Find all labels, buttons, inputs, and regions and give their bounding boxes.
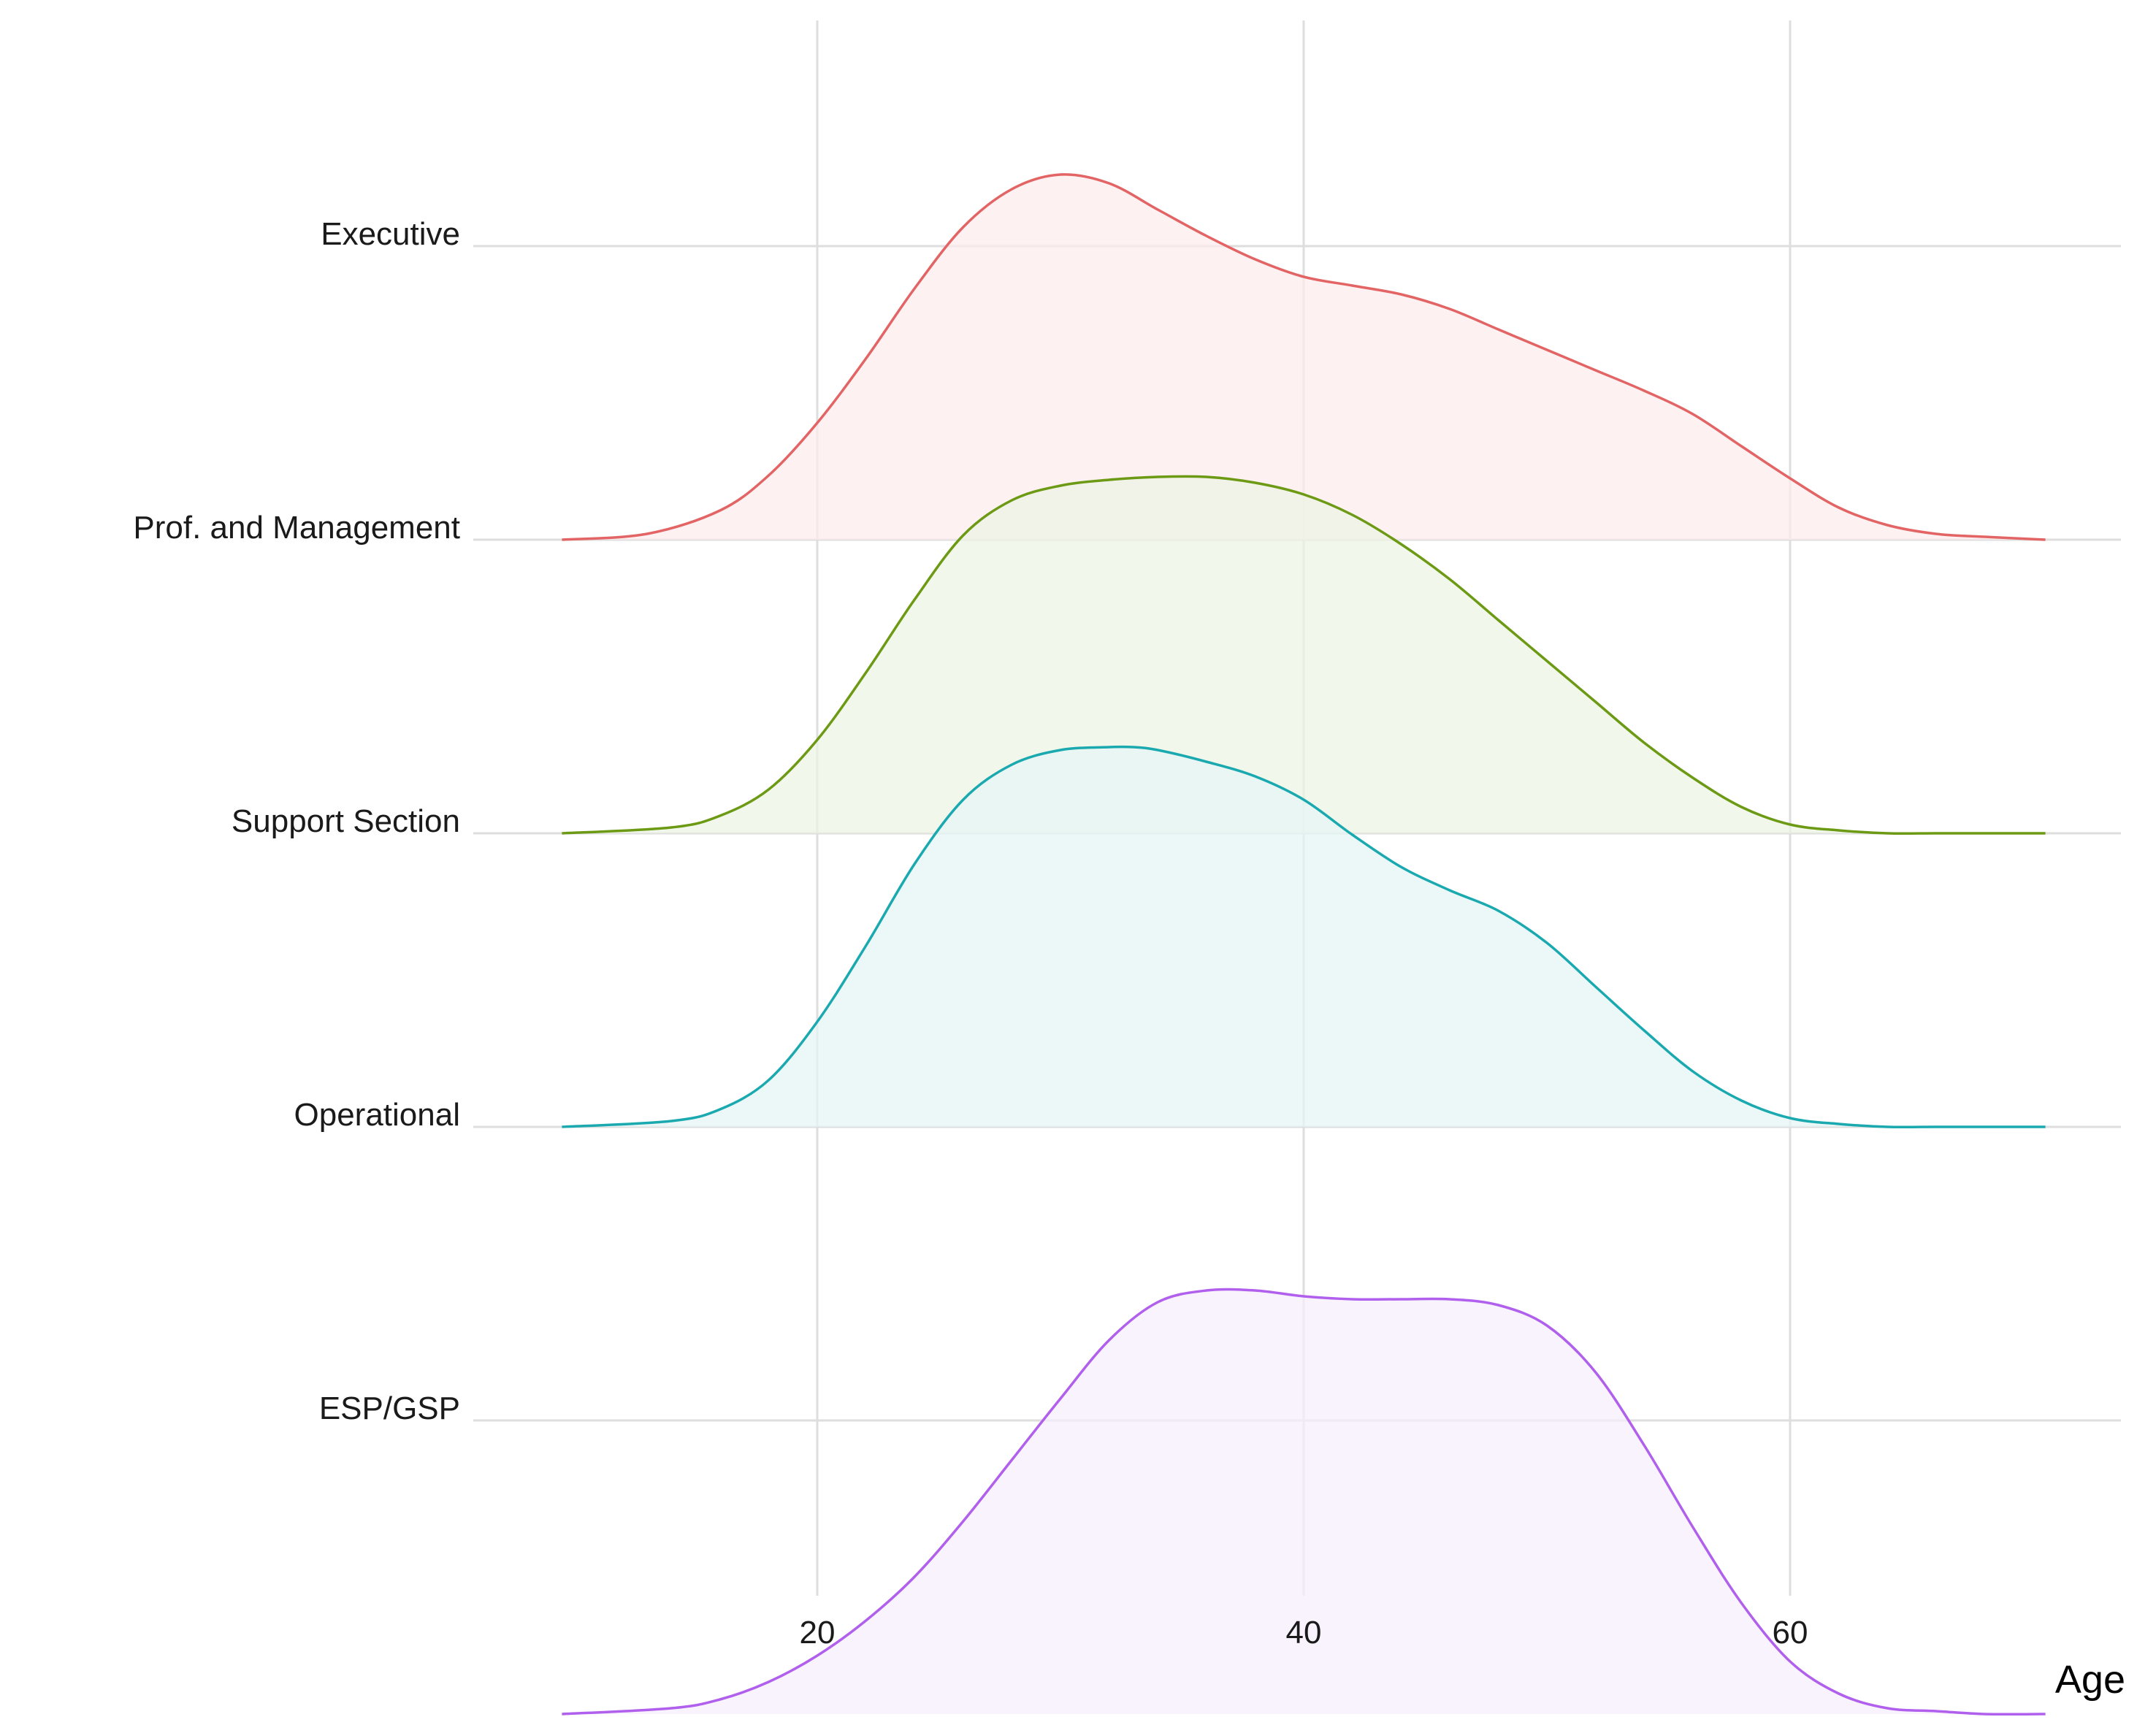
category-label: Executive — [321, 216, 460, 252]
ridge-executive — [562, 173, 2046, 541]
ridge-fill — [562, 746, 2046, 1128]
x-tick-label: 40 — [1286, 1615, 1322, 1651]
category-label: Support Section — [232, 803, 460, 839]
ridge-esp-gsp — [562, 1288, 2046, 1716]
ridge-line — [562, 173, 2046, 541]
ridge-fill — [562, 1289, 2046, 1715]
ridge-line — [562, 745, 2046, 1129]
category-labels: Executive Prof. and Management Support Sec… — [133, 216, 460, 1426]
x-axis-title: Age — [2055, 1658, 2125, 1702]
ridge-prof-and-management — [562, 475, 2046, 835]
ridge-support-section — [562, 745, 2046, 1129]
category-label: Prof. and Management — [133, 510, 460, 546]
ridge-line — [562, 475, 2046, 835]
ridge-line — [562, 1288, 2046, 1716]
category-label: ESP/GSP — [319, 1391, 460, 1426]
x-tick-label: 60 — [1773, 1615, 1808, 1651]
x-tick-labels: 20 40 60 — [800, 1615, 1808, 1651]
x-tick-label: 20 — [800, 1615, 836, 1651]
density-ridges — [562, 173, 2046, 1716]
ridge-fill — [562, 476, 2046, 834]
category-label: Operational — [294, 1097, 460, 1133]
